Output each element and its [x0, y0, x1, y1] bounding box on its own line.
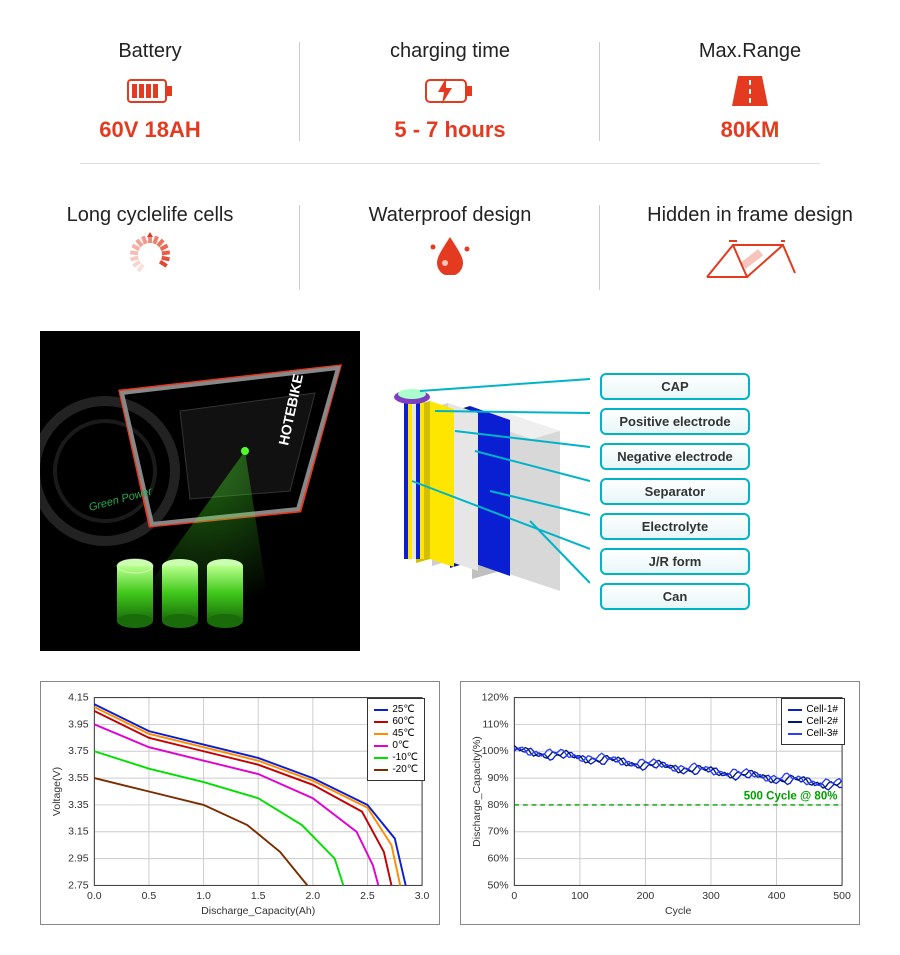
svg-text:3.75: 3.75 — [68, 745, 89, 757]
chart2-legend: Cell-1#Cell-2#Cell-3# — [781, 698, 845, 745]
discharge-voltage-chart: 0.0 0.5 1.0 1.5 2.0 2.5 3.0 2.75 2.95 3.15 3.35 3.5… — [40, 681, 440, 925]
layer-label: Can — [600, 583, 750, 610]
middle-row: HOTEBIKE Green Power — [40, 331, 860, 651]
layer-label: Separator — [600, 478, 750, 505]
spec-waterproof: Waterproof design — [300, 194, 600, 301]
layer-label: Electrolyte — [600, 513, 750, 540]
spec-title: Battery — [20, 40, 280, 63]
svg-text:80%: 80% — [488, 799, 509, 811]
green-cells — [117, 559, 243, 628]
svg-text:0: 0 — [511, 890, 517, 902]
svg-text:70%: 70% — [488, 826, 509, 838]
svg-text:3.95: 3.95 — [68, 718, 89, 730]
water-icon — [320, 235, 580, 275]
charge-icon — [320, 71, 580, 111]
svg-text:1.5: 1.5 — [251, 890, 266, 902]
svg-text:300: 300 — [702, 890, 720, 902]
charts-row: 0.0 0.5 1.0 1.5 2.0 2.5 3.0 2.75 2.95 3.15 3.35 3.5… — [40, 681, 860, 925]
spec-value: 60V 18AH — [20, 117, 280, 143]
battery-layers-diagram: CAP Positive electrode Negative electrod… — [390, 361, 860, 621]
svg-text:Discharge_Capacity(Ah): Discharge_Capacity(Ah) — [201, 905, 315, 917]
svg-text:2.75: 2.75 — [68, 879, 89, 891]
svg-text:500 Cycle @ 80%: 500 Cycle @ 80% — [744, 791, 838, 803]
road-icon — [620, 71, 880, 111]
svg-text:100: 100 — [571, 890, 589, 902]
spec-value: 5 - 7 hours — [320, 117, 580, 143]
svg-text:3.55: 3.55 — [68, 772, 89, 784]
layer-label: Positive electrode — [600, 408, 750, 435]
spec-cyclelife: Long cyclelife cells — [0, 194, 300, 301]
spec-charging: charging time 5 - 7 hours — [300, 30, 600, 153]
spec-title: Max.Range — [620, 40, 880, 63]
layer-label: J/R form — [600, 548, 750, 575]
svg-text:110%: 110% — [482, 718, 508, 730]
spec-row-bottom: Long cyclelife cells Waterproof design H… — [0, 194, 900, 301]
svg-text:100%: 100% — [482, 745, 509, 757]
spec-title: charging time — [320, 40, 580, 63]
battery-icon — [20, 71, 280, 111]
spec-title: Long cyclelife cells — [20, 204, 280, 227]
spec-title: Waterproof design — [320, 204, 580, 227]
svg-text:60%: 60% — [488, 852, 509, 864]
cycle-capacity-chart: 0 100 200 300 400 500 50% 60% 70% 80% 90% 100% 110% 1… — [460, 681, 860, 925]
cycle-icon — [20, 235, 280, 275]
spec-title: Hidden in frame design — [620, 204, 880, 227]
layer-label: Negative electrode — [600, 443, 750, 470]
spec-hidden-frame: Hidden in frame design — [600, 194, 900, 301]
layer-labels: CAP Positive electrode Negative electrod… — [600, 373, 750, 610]
svg-text:3.35: 3.35 — [68, 799, 89, 811]
svg-text:500: 500 — [833, 890, 851, 902]
svg-text:Voltage(V): Voltage(V) — [51, 767, 63, 816]
svg-text:Discharge_Capacity(%): Discharge_Capacity(%) — [471, 736, 483, 847]
svg-text:400: 400 — [768, 890, 786, 902]
layers-svg — [390, 361, 590, 621]
svg-text:1.0: 1.0 — [196, 890, 211, 902]
svg-text:3.15: 3.15 — [68, 826, 89, 838]
chart1-legend: 25℃60℃45℃0℃-10℃-20℃ — [367, 698, 425, 781]
svg-text:3.0: 3.0 — [415, 890, 430, 902]
frame-icon — [620, 235, 880, 285]
svg-text:2.0: 2.0 — [306, 890, 321, 902]
svg-text:0.5: 0.5 — [142, 890, 157, 902]
svg-text:2.95: 2.95 — [68, 852, 89, 864]
svg-text:4.15: 4.15 — [68, 691, 89, 703]
spec-range: Max.Range 80KM — [600, 30, 900, 153]
svg-text:0.0: 0.0 — [87, 890, 102, 902]
spec-value: 80KM — [620, 117, 880, 143]
divider — [80, 163, 820, 164]
svg-text:50%: 50% — [488, 879, 509, 891]
spec-battery: Battery 60V 18AH — [0, 30, 300, 153]
svg-text:90%: 90% — [488, 772, 509, 784]
layer-label: CAP — [600, 373, 750, 400]
spec-row-top: Battery 60V 18AH charging time 5 - 7 hou… — [0, 30, 900, 153]
bike-frame-illustration: HOTEBIKE Green Power — [40, 331, 360, 651]
svg-text:120%: 120% — [482, 691, 509, 703]
svg-text:2.5: 2.5 — [360, 890, 375, 902]
svg-text:200: 200 — [637, 890, 655, 902]
svg-text:Cycle: Cycle — [665, 905, 691, 917]
